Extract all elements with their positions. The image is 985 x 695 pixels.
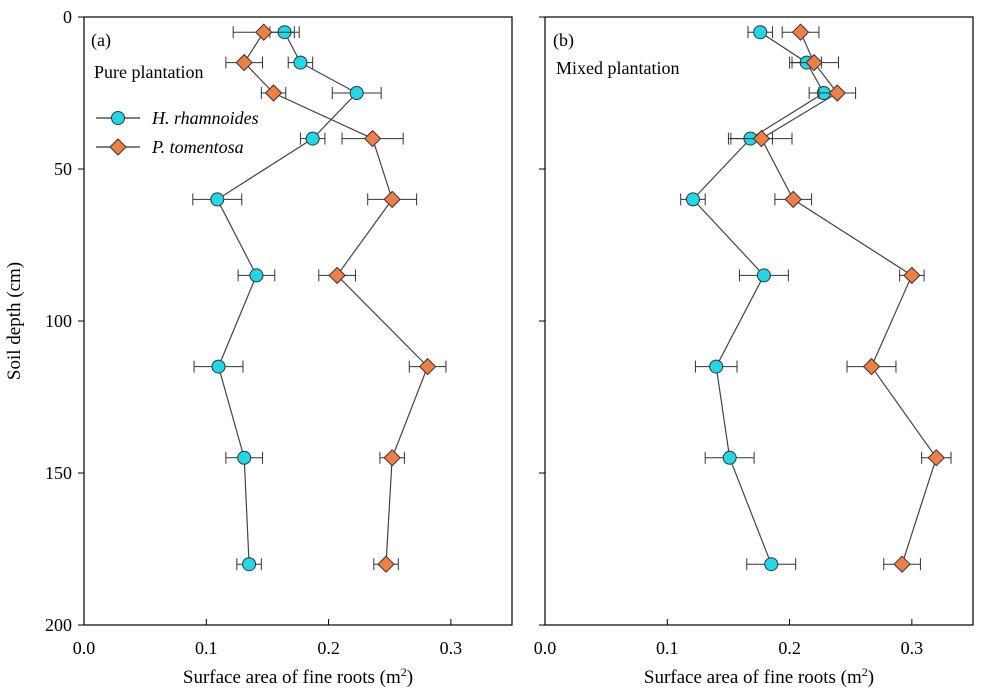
legend-marker-circle <box>111 111 125 125</box>
data-point-diamond <box>363 129 382 148</box>
y-tick-label: 150 <box>45 463 72 483</box>
x-tick-label: 0.3 <box>440 638 463 658</box>
legend-label: H. rhamnoides <box>151 108 259 128</box>
x-tick-label: 0.3 <box>901 638 924 658</box>
data-point-diamond <box>235 53 253 72</box>
data-point-circle <box>249 268 264 283</box>
data-point-circle <box>211 359 226 374</box>
annotation-b: Mixed plantation <box>556 58 679 78</box>
data-point-diamond <box>377 555 395 573</box>
data-point-diamond <box>862 357 881 376</box>
data-point-diamond <box>418 357 437 376</box>
panel-b: 0.0 0.1 0.2 0.3 (b) Mixed plantation Surfac… <box>534 16 974 688</box>
data-point-circle <box>305 131 320 146</box>
panel-a: 0.0 0.1 0.2 0.3 0 50 100 150 200 (a) Pure planta… <box>4 7 513 688</box>
x-axis-title-a: Surface area of fine roots (m2) <box>183 665 413 688</box>
data-point-circle <box>756 268 771 283</box>
legend-label: P. tomentosa <box>151 137 244 157</box>
data-point-diamond <box>927 449 946 467</box>
data-point-diamond <box>903 266 921 285</box>
annotation-a: Pure plantation <box>94 62 203 82</box>
y-axis-title: Soil depth (cm) <box>4 262 25 380</box>
panel-label-a: (a) <box>91 30 111 51</box>
data-point-circle <box>722 450 737 465</box>
data-point-diamond <box>328 266 346 285</box>
data-point-circle <box>709 359 724 374</box>
x-tick-label: 0.0 <box>534 638 557 658</box>
data-point-circle <box>242 557 257 572</box>
data-point-diamond <box>264 84 283 102</box>
data-point-diamond <box>383 190 401 209</box>
x-tick-label: 0.1 <box>656 638 679 658</box>
data-point-diamond <box>893 555 911 573</box>
x-tick-label: 0.2 <box>317 638 340 658</box>
legend-marker-diamond <box>109 138 127 156</box>
data-point-diamond <box>805 53 823 72</box>
legend-item-h-rhamnoides: H. rhamnoides <box>96 108 259 128</box>
x-tick-label: 0.0 <box>73 638 96 658</box>
data-point-diamond <box>255 23 273 41</box>
data-point-circle <box>764 557 779 572</box>
data-point-diamond <box>383 449 401 467</box>
data-point-circle <box>293 55 308 70</box>
data-point-circle <box>349 86 364 100</box>
legend-item-p-tomentosa: P. tomentosa <box>96 137 244 157</box>
data-point-diamond <box>752 129 771 148</box>
x-tick-label: 0.2 <box>778 638 801 658</box>
data-point-diamond <box>828 84 846 102</box>
data-point-circle <box>237 450 252 465</box>
y-tick-label: 50 <box>54 159 72 179</box>
y-tick-label: 200 <box>45 615 72 635</box>
panel-label-b: (b) <box>553 30 574 51</box>
x-tick-label: 0.1 <box>195 638 218 658</box>
y-tick-label: 100 <box>45 311 72 331</box>
y-tick-label: 0 <box>63 7 72 27</box>
data-point-circle <box>210 192 225 207</box>
data-point-diamond <box>791 23 810 41</box>
legend: H. rhamnoides P. tomentosa <box>96 108 259 157</box>
data-point-circle <box>753 25 768 40</box>
data-point-diamond <box>784 190 802 209</box>
data-point-circle <box>685 192 700 207</box>
x-axis-title-b: Surface area of fine roots (m2) <box>644 665 874 688</box>
